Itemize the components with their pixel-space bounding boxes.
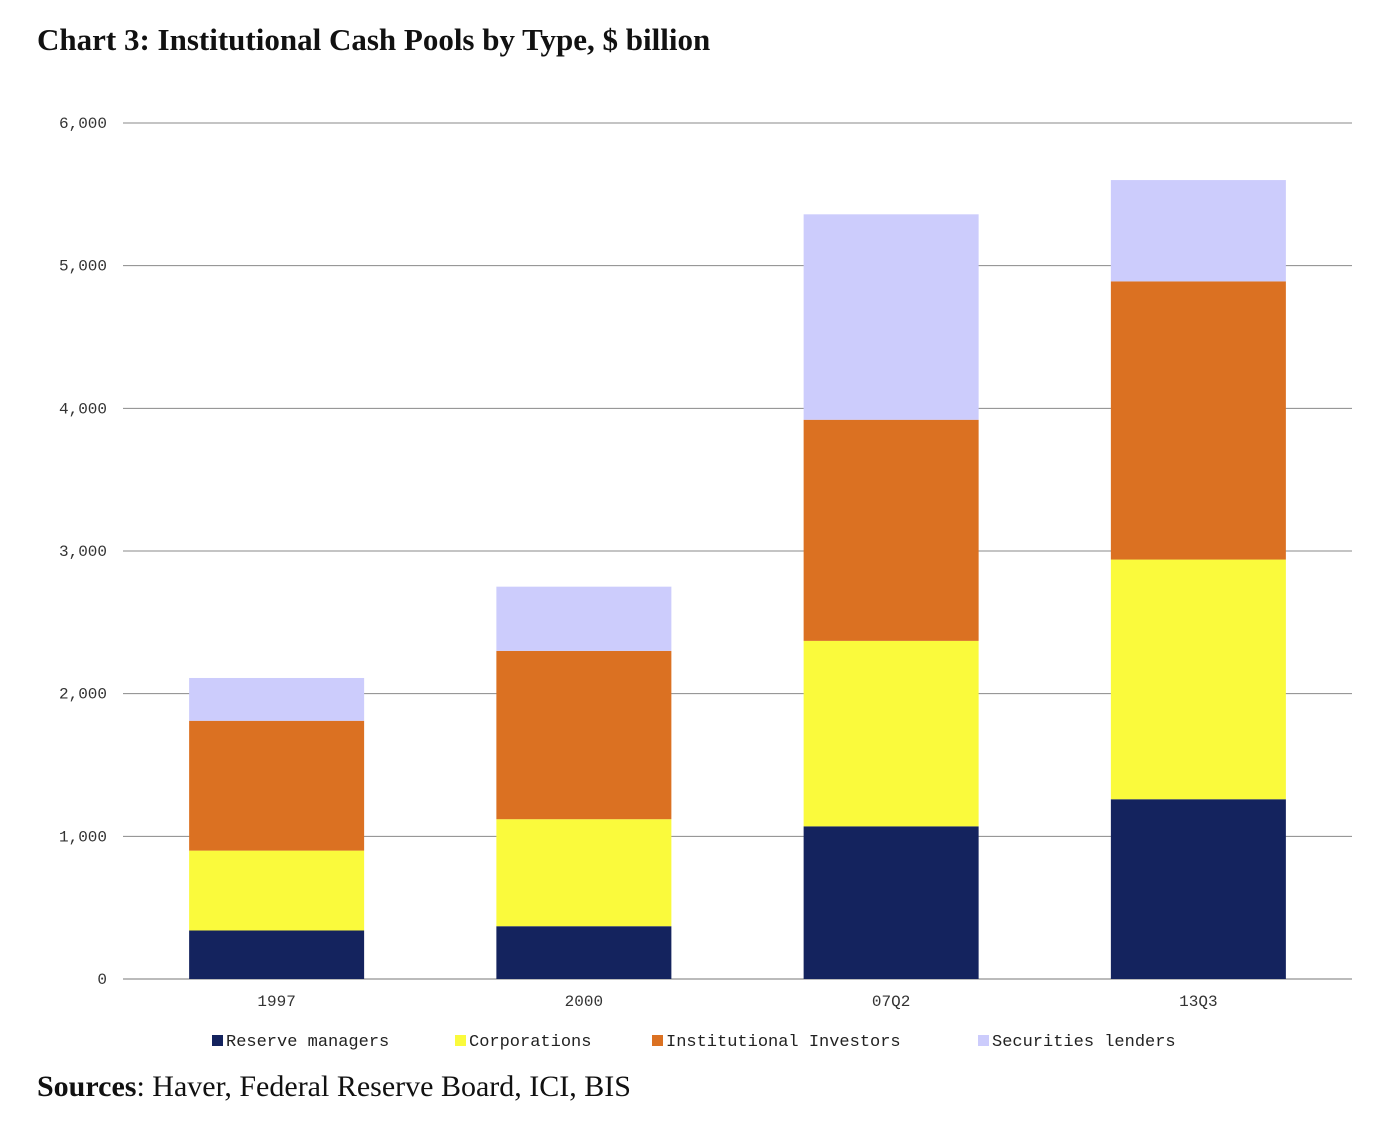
bar-segment [803, 640, 979, 827]
bar-segment [1110, 799, 1286, 979]
x-tick-label: 1997 [257, 993, 295, 1011]
bar-segment [803, 214, 979, 420]
y-tick-label: 3,000 [59, 543, 107, 561]
y-tick-label: 0 [97, 971, 107, 989]
bar-segment [189, 850, 365, 931]
bar-segment [496, 819, 672, 927]
y-tick-label: 2,000 [59, 686, 107, 704]
bars [189, 180, 1286, 979]
x-tick-label: 07Q2 [872, 993, 910, 1011]
legend-swatch [455, 1035, 466, 1046]
bar-segment [803, 826, 979, 979]
bar-segment [496, 650, 672, 820]
legend-swatch [978, 1035, 989, 1046]
legend-label: Corporations [469, 1033, 591, 1052]
sources-text: : Haver, Federal Reserve Board, ICI, BIS [136, 1070, 631, 1103]
legend-label: Institutional Investors [666, 1033, 901, 1052]
bar-segment [189, 930, 365, 979]
bar-segment [189, 720, 365, 851]
x-tick-label: 13Q3 [1179, 993, 1217, 1011]
y-tick-label: 1,000 [59, 828, 107, 846]
x-tick-label: 2000 [565, 993, 603, 1011]
y-axis-ticks: 0 1,000 2,000 3,000 4,000 5,000 6,000 [59, 115, 107, 989]
chart-title: Chart 3: Institutional Cash Pools by Typ… [37, 22, 711, 57]
legend: Reserve managers Corporations Institutiona… [212, 1033, 1176, 1052]
y-tick-label: 5,000 [59, 258, 107, 276]
y-tick-label: 6,000 [59, 115, 107, 133]
bar-segment [1110, 180, 1286, 282]
bar-segment [1110, 559, 1286, 800]
bar-segment [189, 677, 365, 721]
sources-note: Sources: Haver, Federal Reserve Board, I… [37, 1070, 631, 1104]
bar-segment [496, 926, 672, 979]
legend-label: Securities lenders [992, 1033, 1176, 1052]
bar-segment [1110, 281, 1286, 560]
legend-label: Reserve managers [226, 1033, 389, 1052]
bar-segment [496, 586, 672, 651]
sources-label: Sources [37, 1070, 137, 1103]
legend-swatch [652, 1035, 663, 1046]
x-axis-ticks: 1997 2000 07Q2 13Q3 [257, 993, 1217, 1011]
y-tick-label: 4,000 [59, 400, 107, 418]
legend-swatch [212, 1035, 223, 1046]
bar-segment [803, 419, 979, 641]
